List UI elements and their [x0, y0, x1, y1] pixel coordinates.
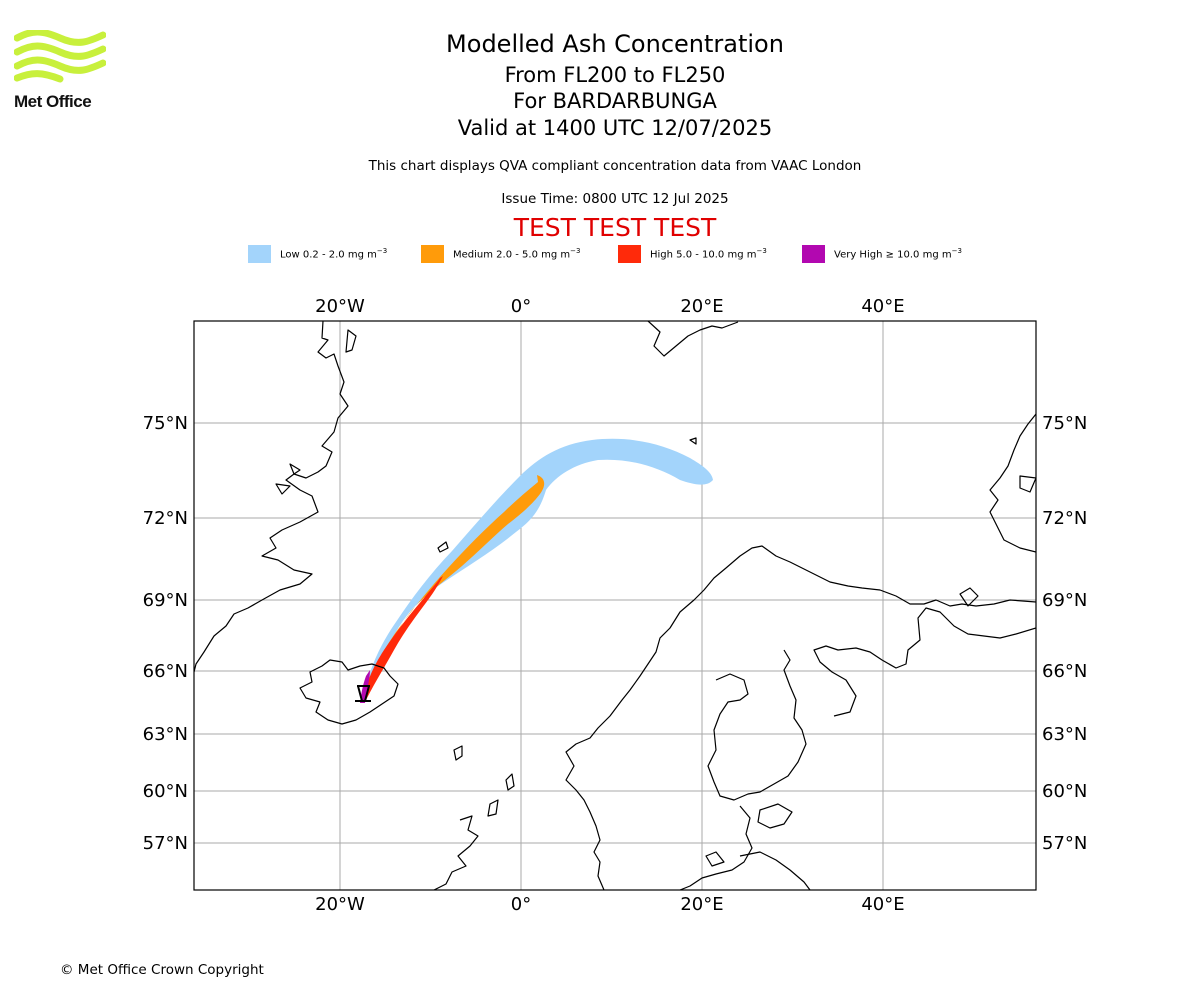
lat-label-left-60n: 60°N	[143, 781, 188, 802]
lon-label-top-20e: 20°E	[680, 296, 723, 317]
map-background	[194, 321, 1036, 890]
lat-label-left-69n: 69°N	[143, 590, 188, 611]
lat-label-right-75n: 75°N	[1042, 413, 1087, 434]
met-office-logo: Met Office	[13, 28, 107, 111]
legend-label-low: Low 0.2 - 2.0 mg m	[280, 249, 377, 261]
ash-plume-medium	[362, 475, 545, 703]
legend-label-high: High 5.0 - 10.0 mg m	[650, 249, 757, 261]
lon-label-top-40e: 40°E	[861, 296, 904, 317]
valid-time-subtitle: Valid at 1400 UTC 12/07/2025	[457, 116, 773, 140]
lat-label-left-72n: 72°N	[143, 508, 188, 529]
legend-swatch-low	[248, 245, 271, 263]
legend-item-medium: Medium 2.0 - 5.0 mg m−3	[421, 244, 580, 264]
legend-swatch-very-high	[802, 245, 825, 263]
lon-label-top-0: 0°	[511, 296, 531, 317]
lat-label-right-57n: 57°N	[1042, 833, 1087, 854]
volcano-marker-icon	[355, 685, 371, 702]
lat-label-right-60n: 60°N	[1042, 781, 1087, 802]
test-banner: TEST TEST TEST	[513, 213, 717, 242]
greenland-coast	[194, 321, 349, 673]
lat-label-right-66n: 66°N	[1042, 661, 1087, 682]
lat-label-left-63n: 63°N	[143, 724, 188, 745]
russia-coast	[813, 607, 1036, 717]
logo-text: Met Office	[14, 92, 92, 111]
lon-label-top-20w: 20°W	[315, 296, 365, 317]
lon-label-bottom-0: 0°	[511, 894, 531, 915]
qva-note: This chart displays QVA compliant concen…	[368, 158, 862, 174]
lon-label-bottom-40e: 40°E	[861, 894, 904, 915]
legend-swatch-high	[618, 245, 641, 263]
lon-label-bottom-20e: 20°E	[680, 894, 723, 915]
legend-item-high: High 5.0 - 10.0 mg m−3	[618, 244, 767, 264]
ash-plume-high	[362, 576, 443, 703]
met-office-wave-icon	[13, 28, 107, 83]
lat-label-right-63n: 63°N	[1042, 724, 1087, 745]
legend-label-very-high: Very High ≥ 10.0 mg m	[834, 249, 952, 261]
legend-swatch-medium	[421, 245, 444, 263]
chart-title: Modelled Ash Concentration	[446, 30, 784, 58]
volcano-subtitle: For BARDARBUNGA	[513, 89, 717, 113]
iceland-coast	[299, 659, 399, 725]
novaya-zemlya-coast	[989, 413, 1036, 553]
copyright: © Met Office Crown Copyright	[60, 962, 264, 978]
svalbard-coast	[647, 321, 739, 357]
legend-label-medium: Medium 2.0 - 5.0 mg m	[453, 249, 571, 261]
lat-label-right-69n: 69°N	[1042, 590, 1087, 611]
baltic-coast	[679, 805, 753, 890]
lon-label-bottom-20w: 20°W	[315, 894, 365, 915]
flight-level-subtitle: From FL200 to FL250	[504, 63, 726, 87]
issue-time: Issue Time: 0800 UTC 12 Jul 2025	[501, 191, 729, 207]
lat-label-left-66n: 66°N	[143, 661, 188, 682]
gulf-of-bothnia	[707, 649, 807, 801]
legend-item-very-high: Very High ≥ 10.0 mg m−3	[802, 244, 962, 264]
coastlines	[194, 321, 1036, 890]
legend-item-low: Low 0.2 - 2.0 mg m−3	[248, 244, 387, 264]
lat-label-left-57n: 57°N	[143, 833, 188, 854]
map-frame	[193, 320, 1037, 891]
lat-label-right-72n: 72°N	[1042, 508, 1087, 529]
norway-coast	[565, 545, 1036, 890]
lat-label-left-75n: 75°N	[143, 413, 188, 434]
